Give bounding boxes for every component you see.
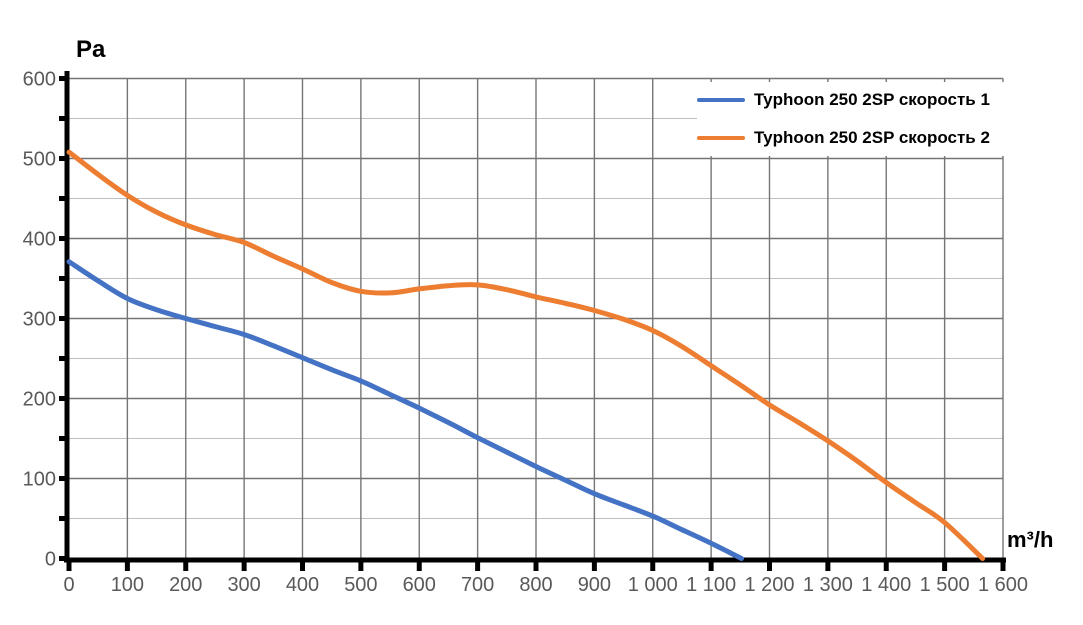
- x-tick-label-700: 700: [461, 574, 494, 596]
- legend-label-speed1: Typhoon 250 2SP скорость 1: [754, 90, 990, 109]
- x-tick-label-1400: 1 400: [861, 574, 911, 596]
- x-tick-label-300: 300: [227, 574, 260, 596]
- x-tick-label-400: 400: [286, 574, 319, 596]
- x-tick-label-200: 200: [169, 574, 202, 596]
- x-tick-label-900: 900: [578, 574, 611, 596]
- x-tick-label-1200: 1 200: [744, 574, 794, 596]
- y-tick-label-100: 100: [23, 469, 56, 491]
- y-axis-title: Pa: [76, 36, 106, 63]
- y-tick-label-400: 400: [23, 229, 56, 251]
- x-tick-label-100: 100: [111, 574, 144, 596]
- x-tick-label-1300: 1 300: [803, 574, 853, 596]
- legend: Typhoon 250 2SP скорость 1 Typhoon 250 2…: [697, 82, 1015, 156]
- series-curve-2: [66, 149, 986, 561]
- legend-line-swatch-speed1: [697, 98, 745, 102]
- x-tick-label-500: 500: [344, 574, 377, 596]
- x-tick-label-800: 800: [519, 574, 552, 596]
- legend-line-swatch-speed2: [697, 136, 745, 140]
- y-tick-label-600: 600: [23, 69, 56, 91]
- legend-item-speed2: Typhoon 250 2SP скорость 2: [697, 128, 1015, 148]
- x-tick-label-1500: 1 500: [920, 574, 970, 596]
- y-tick-label-300: 300: [23, 309, 56, 331]
- y-tick-label-500: 500: [23, 149, 56, 171]
- x-tick-label-1100: 1 100: [686, 574, 736, 596]
- series-curve-1: [66, 259, 744, 561]
- x-axis-title: m³/h: [1007, 527, 1054, 552]
- x-tick-label-1600: 1 600: [978, 574, 1028, 596]
- x-tick-label-0: 0: [63, 574, 74, 596]
- x-tick-label-1000: 1 000: [628, 574, 678, 596]
- legend-item-speed1: Typhoon 250 2SP скорость 1: [697, 90, 1015, 110]
- x-tick-label-600: 600: [403, 574, 436, 596]
- y-tick-label-0: 0: [45, 549, 56, 571]
- y-tick-label-200: 200: [23, 389, 56, 411]
- legend-label-speed2: Typhoon 250 2SP скорость 2: [754, 128, 990, 147]
